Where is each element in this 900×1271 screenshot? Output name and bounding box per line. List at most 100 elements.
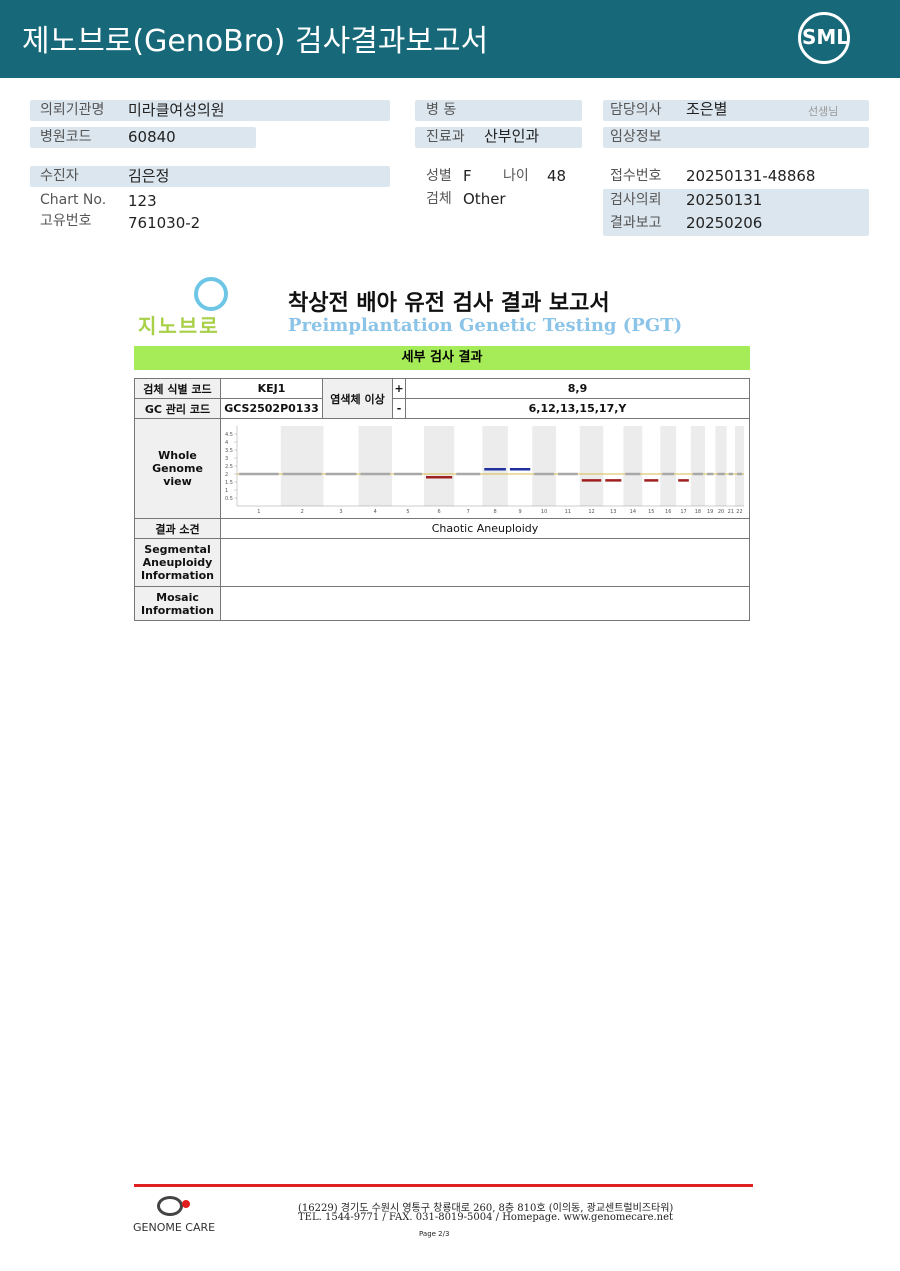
- footer-contact: TEL. 1544-9771 / FAX. 031-8019-5004 / Ho…: [298, 1212, 674, 1223]
- info-value: Other: [463, 190, 506, 208]
- info-box: [415, 100, 582, 121]
- chromosome-band: [715, 426, 727, 506]
- x-tick-label: 21: [728, 509, 734, 515]
- x-tick-label: 2: [301, 509, 304, 515]
- table-label: 염색체 이상: [322, 378, 393, 419]
- table-value: [220, 586, 750, 621]
- chromosome-band: [734, 426, 744, 506]
- y-tick-label: 1: [225, 488, 228, 494]
- info-label: 의뢰기관명: [40, 102, 105, 118]
- info-box: [603, 189, 869, 236]
- header-title: 제노브로(GenoBro) 검사결과보고서: [22, 24, 489, 59]
- chromosome-band: [660, 426, 677, 506]
- x-tick-label: 5: [406, 509, 409, 515]
- y-tick-label: 4: [225, 440, 228, 446]
- table-sign: +: [392, 378, 406, 399]
- info-label: 병 동: [426, 102, 457, 118]
- info-value: 미라클여성의원: [128, 101, 225, 119]
- info-value: 761030-2: [128, 214, 201, 232]
- footer-rule: [134, 1184, 753, 1187]
- y-tick-label: 0.5: [225, 496, 233, 502]
- info-box: [30, 127, 256, 148]
- report-title: 착상전 배아 유전 검사 결과 보고서: [288, 291, 610, 316]
- x-tick-label: 15: [648, 509, 654, 515]
- header-bar: [0, 0, 900, 78]
- info-label: Chart No.: [40, 192, 107, 208]
- y-tick-label: 3.5: [225, 448, 233, 454]
- info-suffix: 선생님: [808, 105, 839, 118]
- table-label: 검체 식별 코드: [134, 378, 221, 399]
- report-logo: 지노브로: [138, 314, 220, 338]
- x-tick-label: 11: [565, 509, 571, 515]
- info-value: 산부인과: [484, 127, 540, 145]
- footer-company: GENOME CARE: [133, 1221, 216, 1234]
- info-label: 고유번호: [40, 213, 92, 229]
- chromosome-band: [623, 426, 643, 506]
- info-box: [30, 100, 390, 121]
- info-value: 조은별: [686, 100, 728, 118]
- x-tick-label: 22: [736, 509, 742, 515]
- chromosome-band: [358, 426, 393, 506]
- info-label: 나이: [503, 168, 529, 184]
- x-tick-label: 10: [541, 509, 547, 515]
- header-logo: SML: [802, 25, 850, 49]
- x-tick-label: 18: [695, 509, 701, 515]
- table-label: Mosaic Information: [134, 586, 221, 621]
- info-label: 담당의사: [610, 102, 662, 118]
- x-tick-label: 9: [518, 509, 521, 515]
- chromosome-band: [280, 426, 324, 506]
- info-label: 수진자: [40, 168, 79, 184]
- x-tick-label: 6: [438, 509, 441, 515]
- y-tick-label: 2.5: [225, 464, 233, 470]
- info-value: F: [463, 167, 472, 185]
- info-label: 병원코드: [40, 129, 92, 145]
- info-value: 20250131: [686, 191, 763, 209]
- x-tick-label: 12: [588, 509, 594, 515]
- chromosome-band: [424, 426, 455, 506]
- info-value: 60840: [128, 128, 176, 146]
- y-tick-label: 1.5: [225, 480, 233, 486]
- info-label: 임상정보: [610, 129, 662, 145]
- table-sign: -: [392, 398, 406, 419]
- y-tick-label: 3: [225, 456, 228, 462]
- table-label: 결과 소견: [134, 518, 221, 539]
- info-box: [603, 127, 869, 148]
- x-tick-label: 17: [680, 509, 686, 515]
- info-label: 검사의뢰: [610, 192, 662, 208]
- x-tick-label: 20: [718, 509, 724, 515]
- table-value: 8,9: [405, 378, 750, 399]
- x-tick-label: 19: [707, 509, 713, 515]
- x-tick-label: 7: [467, 509, 470, 515]
- info-box: [603, 100, 869, 121]
- table-label: Whole Genome view: [134, 418, 221, 519]
- x-tick-label: 4: [374, 509, 377, 515]
- x-tick-label: 1: [257, 509, 260, 515]
- x-tick-label: 14: [630, 509, 636, 515]
- table-value: GCS2502P0133: [220, 398, 323, 419]
- report-subtitle: Preimplantation Genetic Testing (PGT): [288, 315, 683, 336]
- info-value: 48: [547, 167, 567, 185]
- info-box: [30, 166, 390, 187]
- info-label: 진료과: [426, 129, 465, 145]
- x-tick-label: 3: [339, 509, 342, 515]
- table-value: 6,12,13,15,17,Y: [405, 398, 750, 419]
- info-value: 20250206: [686, 214, 763, 232]
- chromosome-band: [532, 426, 556, 506]
- info-value: 20250131-48868: [686, 167, 816, 185]
- x-tick-label: 8: [493, 509, 496, 515]
- footer-logo-dot: [182, 1200, 190, 1208]
- info-value: 123: [128, 192, 157, 210]
- footer-page: Page 2/3: [419, 1230, 450, 1238]
- info-label: 결과보고: [610, 215, 662, 231]
- info-label: 접수번호: [610, 168, 662, 184]
- info-label: 성별: [426, 168, 452, 184]
- info-label: 검체: [426, 191, 452, 207]
- table-value: [220, 538, 750, 587]
- y-tick-label: 2: [225, 472, 228, 478]
- table-value: Chaotic Aneuploidy: [220, 518, 750, 539]
- info-value: 김은정: [128, 167, 170, 185]
- info-box: [415, 127, 582, 148]
- table-label: GC 관리 코드: [134, 398, 221, 419]
- chromosome-band: [690, 426, 705, 506]
- table-value: KEJ1: [220, 378, 323, 399]
